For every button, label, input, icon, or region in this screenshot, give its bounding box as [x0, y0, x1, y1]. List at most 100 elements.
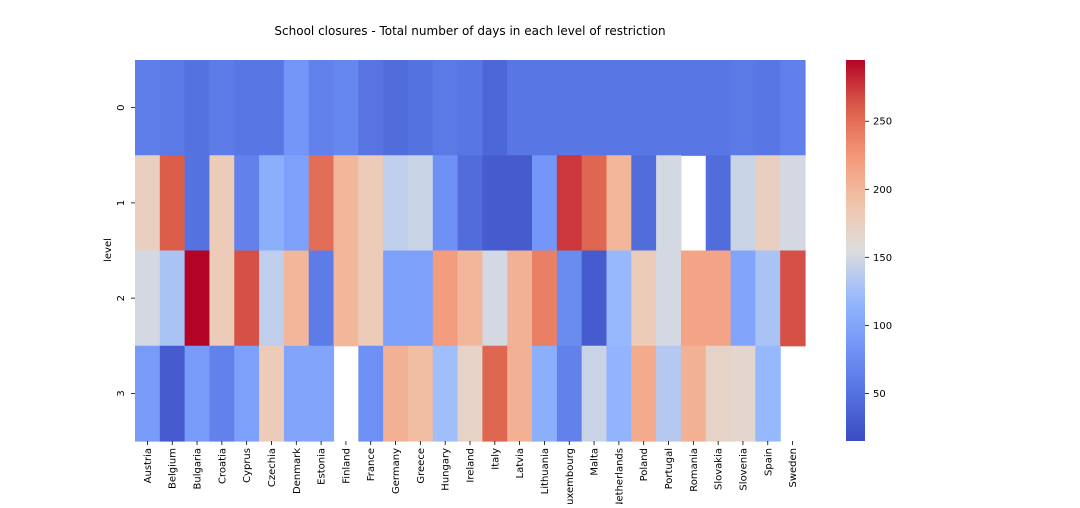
heatmap-cell	[407, 345, 434, 442]
heatmap-cell	[656, 250, 682, 347]
heatmap-cell	[283, 60, 310, 156]
heatmap-cell	[730, 60, 756, 156]
y-tick-label: 0	[116, 104, 127, 110]
colorbar-tick-label: 200	[873, 185, 892, 196]
x-tick-label: France	[366, 448, 377, 481]
x-tick-label: Ireland	[466, 448, 477, 483]
heatmap-cell	[135, 250, 161, 347]
x-tick-label: Belgium	[168, 448, 179, 489]
heatmap-cell	[184, 250, 211, 347]
heatmap-cell	[606, 155, 632, 252]
heatmap-cell	[457, 155, 483, 252]
x-tick-label: Croatia	[217, 448, 228, 484]
heatmap-cell	[358, 155, 384, 252]
heatmap-cell	[259, 345, 285, 442]
heatmap-cell	[581, 155, 608, 252]
heatmap-cell	[730, 250, 756, 347]
x-tick-label: Luxembourg	[565, 448, 576, 504]
heatmap-cell	[383, 345, 409, 442]
heatmap-cell	[457, 60, 483, 156]
x-tick-label: Romania	[689, 448, 700, 492]
heatmap-cell	[234, 60, 260, 156]
heatmap-cell	[507, 155, 533, 252]
heatmap-cell	[135, 345, 161, 442]
heatmap-cell	[680, 60, 707, 156]
heatmap-cell	[631, 345, 657, 442]
heatmap-cell	[234, 345, 260, 442]
heatmap-cell	[308, 250, 335, 347]
heatmap-cell	[159, 60, 186, 156]
heatmap-cell	[780, 155, 806, 252]
heatmap-cell	[581, 60, 608, 156]
heatmap-cell	[755, 345, 781, 442]
heatmap-cell	[457, 345, 483, 442]
heatmap-cell	[135, 60, 161, 156]
heatmap-cell	[283, 155, 310, 252]
heatmap-cell	[705, 250, 732, 347]
heatmap-cell	[234, 250, 260, 347]
heatmap-cell	[283, 345, 310, 442]
heatmap-cell	[730, 155, 756, 252]
heatmap-cell	[755, 250, 781, 347]
x-tick-label: Netherlands	[614, 448, 625, 504]
x-tick-label: Malta	[590, 448, 601, 476]
y-axis: 0 1 2 3	[116, 104, 135, 397]
x-tick-label: Germany	[391, 448, 402, 494]
heatmap-cell	[432, 60, 459, 156]
heatmap-cell	[581, 345, 608, 442]
heatmap-cell	[333, 155, 359, 252]
y-axis-label: level	[103, 238, 114, 262]
heatmap-cell	[135, 155, 161, 252]
heatmap-cell	[159, 155, 186, 252]
heatmap-cell	[358, 60, 384, 156]
heatmap-cell	[407, 60, 434, 156]
heatmap-cell	[184, 345, 211, 442]
heatmap-cell	[432, 250, 459, 347]
heatmap-cell	[308, 60, 335, 156]
heatmap-cell	[532, 60, 558, 156]
colorbar-gradient	[846, 60, 865, 441]
heatmap-cell	[556, 250, 583, 347]
heatmap-cell	[234, 155, 260, 252]
colorbar-tick-label: 250	[873, 117, 892, 128]
colorbar: 50 100 150 200 250	[846, 60, 892, 441]
heatmap-cell	[383, 60, 409, 156]
x-tick-label: Slovakia	[714, 448, 725, 490]
y-tick-label: 2	[116, 295, 127, 301]
x-tick-label: Slovenia	[738, 448, 749, 491]
x-tick-label: Austria	[143, 448, 154, 483]
heatmap-cell	[482, 250, 508, 347]
heatmap-cell	[259, 60, 285, 156]
heatmap-cell	[184, 155, 211, 252]
heatmap-cell	[606, 345, 632, 442]
heatmap-cell	[358, 345, 384, 442]
heatmap-cell	[283, 250, 310, 347]
x-tick-label: Latvia	[515, 448, 526, 478]
colorbar-tick-label: 50	[873, 389, 886, 400]
heatmap-cell	[705, 345, 732, 442]
heatmap-cell	[333, 250, 359, 347]
heatmap-cell	[532, 345, 558, 442]
heatmap-cell	[159, 345, 186, 442]
x-tick-label: Poland	[639, 448, 650, 481]
heatmap-cell	[407, 250, 434, 347]
heatmap-cell	[482, 345, 508, 442]
heatmap-cell	[705, 155, 732, 252]
x-tick-label: Italy	[490, 448, 501, 470]
heatmap-cell	[730, 345, 756, 442]
x-tick-label: Bulgaria	[193, 448, 204, 489]
heatmap-cell	[383, 155, 409, 252]
x-tick-label: Denmark	[292, 448, 303, 494]
x-tick-label: Czechia	[267, 448, 278, 487]
heatmap-cell	[656, 60, 682, 156]
heatmap-cell	[631, 250, 657, 347]
x-tick-label: Cyprus	[242, 448, 253, 483]
heatmap-cell	[407, 155, 434, 252]
x-tick-label: Finland	[341, 448, 352, 484]
heatmap-cell	[532, 250, 558, 347]
heatmap-cells	[135, 60, 806, 442]
colorbar-tick-label: 100	[873, 321, 892, 332]
heatmap-cell	[333, 60, 359, 156]
